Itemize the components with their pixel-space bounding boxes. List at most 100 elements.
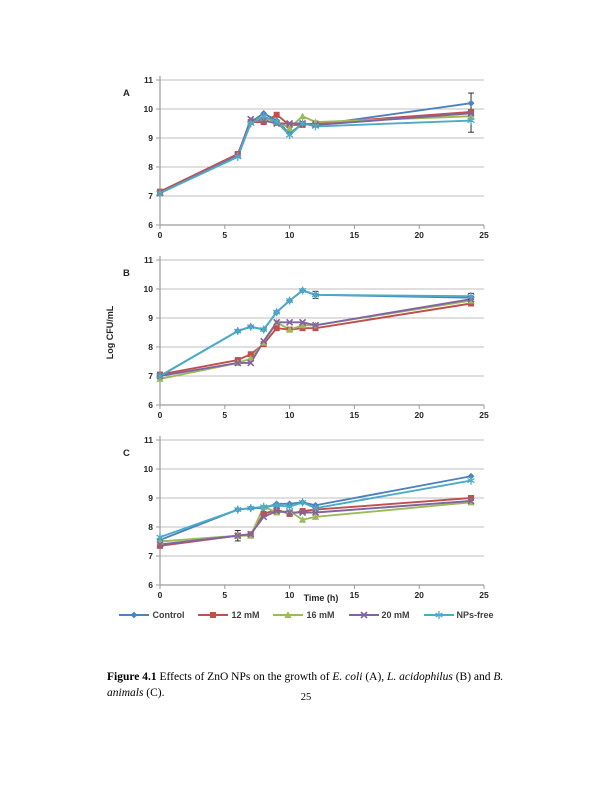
panel-label: A	[123, 88, 130, 99]
caption-species-3: B. animals	[107, 670, 504, 699]
square-marker	[468, 108, 475, 115]
caption-text: (A),	[362, 670, 388, 683]
x-marker	[260, 117, 268, 125]
y-tick-label: 7	[148, 371, 153, 381]
x-tick-label: 20	[414, 230, 424, 240]
star-marker	[311, 290, 320, 299]
star-marker	[311, 122, 320, 131]
series-line	[159, 302, 472, 376]
square-marker	[273, 325, 280, 332]
star-marker	[156, 533, 164, 542]
figure-caption-label: Figure 4.1	[107, 670, 157, 683]
y-tick-label: 6	[148, 400, 153, 410]
legend-item-20-mm: 20 mM	[348, 610, 410, 620]
legend-item-control: Control	[118, 610, 184, 620]
star-marker	[298, 119, 307, 128]
x-tick-label: 20	[414, 410, 424, 420]
legend-item-12-mm: 12 mM	[197, 610, 259, 620]
figure-caption: Figure 4.1 Effects of ZnO NPs on the gro…	[107, 669, 512, 701]
x-tick-label: 15	[350, 590, 360, 600]
star-marker	[246, 504, 255, 513]
y-tick-label: 11	[144, 255, 153, 265]
square-marker	[157, 542, 163, 549]
y-tick-label: 10	[144, 464, 154, 474]
x-marker	[273, 318, 281, 326]
chart-panel-a: 6 7 8 9 10 11 0 5 10 15 20 25 A	[98, 70, 498, 250]
y-tick-label: 6	[148, 220, 153, 230]
triangle-marker	[298, 112, 307, 120]
y-axis-title: Log CFU/mL	[105, 305, 115, 359]
x-marker	[311, 321, 320, 329]
x-marker	[156, 540, 164, 548]
x-tick-label: 5	[222, 410, 227, 420]
x-tick-label: 15	[350, 410, 360, 420]
series-line	[159, 289, 472, 377]
legend-item-nps-free: NPs-free	[423, 610, 494, 620]
x-tick-label: 25	[479, 410, 489, 420]
caption-text: (C).	[143, 686, 165, 699]
x-marker	[260, 513, 268, 521]
star-marker	[285, 131, 294, 140]
caption-text: (B) and	[452, 670, 494, 683]
legend-marker-icon	[273, 611, 304, 618]
y-tick-label: 7	[148, 551, 153, 561]
square-marker	[468, 495, 475, 501]
diamond-marker	[467, 99, 475, 107]
star-marker	[156, 372, 164, 380]
star-marker	[259, 502, 268, 511]
triangle-marker	[247, 354, 255, 362]
legend-label: Control	[152, 610, 185, 620]
x-marker	[286, 318, 294, 326]
chart-panel-b: 6 7 8 9 10 11 0 5 10 15 20 25 B Log CFU/mL	[98, 250, 498, 430]
square-marker	[299, 508, 306, 515]
x-marker	[359, 611, 368, 619]
legend-label: 16 mM	[306, 610, 335, 620]
x-marker	[247, 530, 255, 538]
y-tick-label: 8	[148, 522, 153, 532]
star-marker	[298, 498, 307, 507]
star-marker	[311, 504, 320, 513]
x-marker	[467, 497, 475, 505]
chart-legend: Control 12 mM 16 mM 20 mM NPs-free	[0, 610, 612, 620]
series-line	[159, 289, 472, 377]
y-tick-label: 9	[148, 133, 153, 143]
y-tick-label: 10	[144, 284, 154, 294]
x-marker	[286, 508, 294, 517]
x-marker	[311, 508, 320, 517]
x-tick-label: 0	[158, 590, 163, 600]
x-tick-label: 10	[285, 230, 295, 240]
y-tick-label: 8	[148, 162, 153, 172]
star-marker	[272, 118, 281, 127]
line-chart: 6 7 8 9 10 11 0 5 10 15 20 25 A	[123, 75, 489, 240]
caption-text: Effects of ZnO NPs on the growth of	[156, 670, 333, 683]
x-marker	[234, 532, 242, 540]
star-marker	[259, 112, 268, 121]
star-marker	[234, 327, 242, 336]
star-marker	[285, 502, 294, 511]
triangle-marker	[298, 321, 307, 329]
x-marker	[286, 119, 294, 128]
legend-label: NPs-free	[456, 610, 494, 620]
triangle-marker	[467, 112, 475, 120]
x-tick-label: 10	[285, 590, 295, 600]
y-tick-label: 8	[148, 342, 153, 352]
square-marker	[260, 119, 267, 126]
legend-marker-icon	[119, 611, 150, 619]
x-marker	[298, 318, 307, 326]
triangle-marker	[286, 124, 294, 131]
x-marker	[247, 115, 255, 123]
x-tick-label: 0	[158, 410, 163, 420]
star-marker	[156, 189, 164, 198]
star-marker	[259, 325, 268, 334]
x-tick-label: 0	[158, 230, 163, 240]
x-tick-label: 5	[222, 230, 227, 240]
x-tick-label: 25	[479, 590, 489, 600]
triangle-marker	[298, 516, 307, 523]
series-line	[159, 299, 472, 380]
star-marker	[434, 611, 443, 619]
x-marker	[467, 109, 475, 117]
x-tick-label: 5	[222, 590, 227, 600]
legend-marker-icon	[423, 611, 454, 619]
star-marker	[272, 501, 281, 510]
square-marker	[273, 111, 280, 118]
